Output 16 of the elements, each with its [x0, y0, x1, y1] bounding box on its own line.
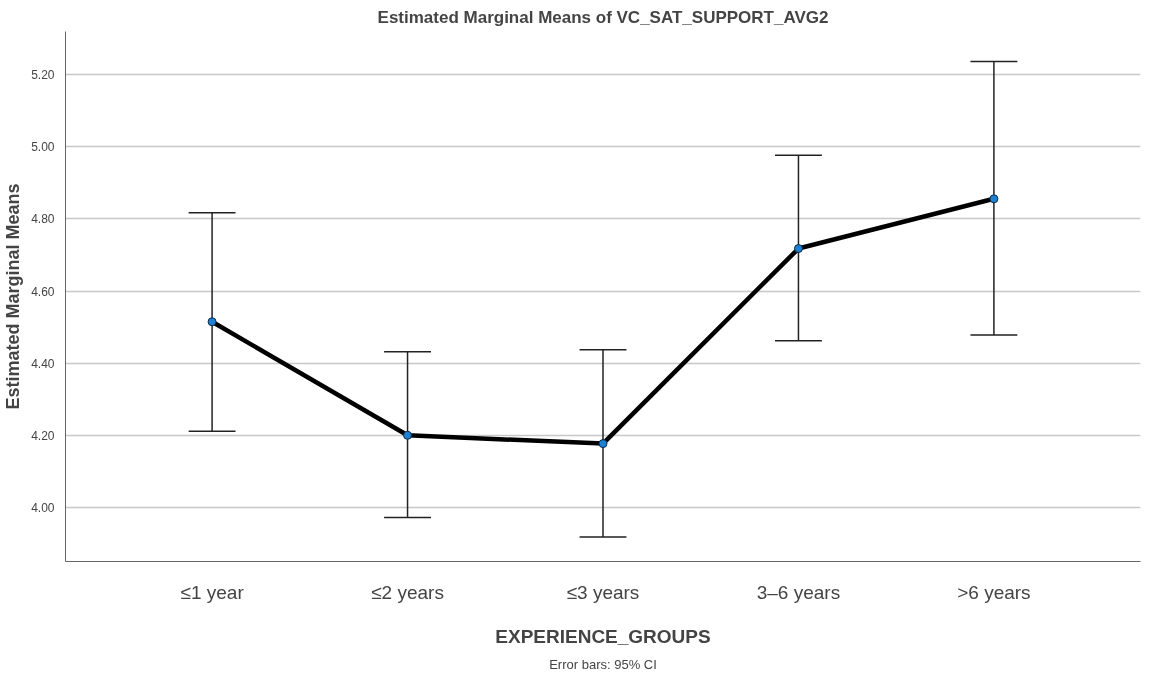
y-tick-label: 4.00	[31, 500, 55, 515]
x-tick-label: ≤2 years	[371, 581, 444, 603]
y-tick-label: 5.20	[31, 68, 55, 83]
y-tick-label: 4.80	[31, 212, 55, 227]
y-axis-title: Estimated Marginal Means	[3, 183, 24, 410]
text: Error bars: 95% CI	[549, 656, 657, 672]
y-tick-label: 5.00	[31, 140, 55, 155]
x-tick-label: ≤1 year	[180, 581, 245, 603]
y-tick-label: 4.20	[31, 428, 55, 443]
y-tick-label: 4.40	[31, 356, 55, 371]
x-axis-title: EXPERIENCE_GROUPS	[495, 625, 711, 647]
chart-title: Estimated Marginal Means of VC_SAT_SUPPORT_AVG2	[377, 7, 829, 27]
y-tick-label: 4.60	[31, 284, 55, 299]
x-tick-label: 3–6 years	[756, 581, 841, 603]
x-tick-label: ≤3 years	[566, 581, 640, 603]
x-tick-label: >6 years	[957, 581, 1031, 603]
